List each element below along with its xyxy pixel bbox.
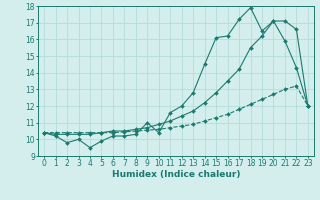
X-axis label: Humidex (Indice chaleur): Humidex (Indice chaleur) [112,170,240,179]
